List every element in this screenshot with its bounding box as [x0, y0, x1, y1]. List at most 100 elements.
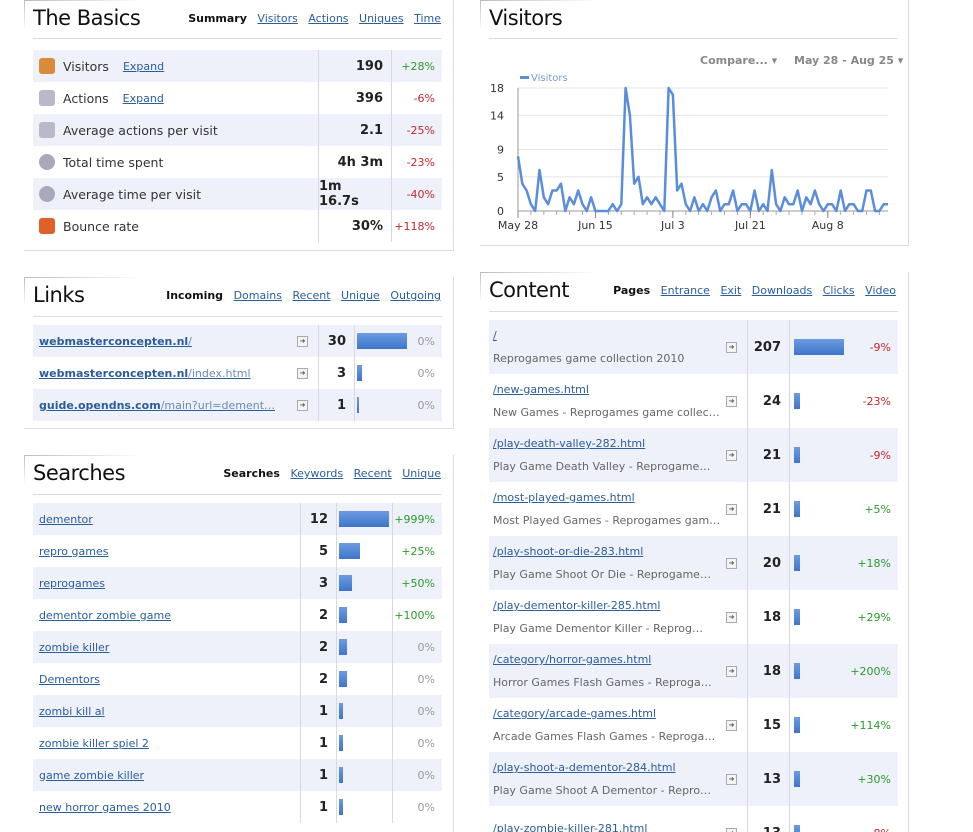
- link-url[interactable]: guide.opendns.com/main?url=dement…: [39, 399, 275, 412]
- tab-domains[interactable]: Domains: [233, 289, 282, 302]
- link-bar-cell: [354, 357, 409, 389]
- tab-summary[interactable]: Summary: [188, 12, 247, 25]
- search-term-cell: repro games: [33, 535, 300, 567]
- expand-link[interactable]: Expand: [122, 91, 164, 105]
- search-term[interactable]: reprogames: [39, 576, 105, 590]
- links-row: guide.opendns.com/main?url=dement… ➜ 1 0%: [33, 389, 442, 421]
- basics-divider: [33, 38, 442, 39]
- open-page-icon[interactable]: ➜: [726, 395, 737, 407]
- open-page-icon[interactable]: ➜: [726, 827, 737, 832]
- content-page-url[interactable]: /category/arcade-games.html: [493, 707, 657, 720]
- x-tick-label: Aug 8: [812, 219, 844, 232]
- content-count: 20: [747, 536, 789, 590]
- content-panel: Content Pages Entrance Exit Downloads Cl…: [480, 272, 909, 832]
- basics-value: 30%: [318, 210, 391, 242]
- open-page-icon[interactable]: ➜: [726, 503, 737, 515]
- y-tick-label: 5: [497, 171, 504, 184]
- content-page-cell: /play-death-valley-282.html Play Game Dea…: [489, 428, 747, 482]
- content-page-url[interactable]: /play-shoot-or-die-283.html: [493, 545, 644, 558]
- content-count: 18: [747, 644, 789, 698]
- tab-downloads[interactable]: Downloads: [751, 284, 813, 297]
- search-term[interactable]: dementor zombie game: [39, 608, 171, 622]
- link-url[interactable]: webmasterconcepten.nl/: [39, 335, 192, 348]
- search-term-cell: game zombie killer: [33, 759, 300, 791]
- y-tick-label: 18: [490, 82, 504, 95]
- tab-outgoing[interactable]: Outgoing: [390, 289, 441, 302]
- tab-keywords[interactable]: Keywords: [290, 467, 344, 480]
- search-term[interactable]: zombie killer spiel 2: [39, 736, 149, 750]
- tab-visitors[interactable]: Visitors: [257, 12, 298, 25]
- tab-recent[interactable]: Recent: [292, 289, 331, 302]
- tab-clicks[interactable]: Clicks: [822, 284, 855, 297]
- tab-video[interactable]: Video: [865, 284, 896, 297]
- expand-link[interactable]: Expand: [122, 59, 165, 73]
- search-change: 0%: [392, 727, 442, 759]
- search-row: reprogames 3 +50%: [33, 567, 442, 599]
- tab-exit[interactable]: Exit: [720, 284, 742, 297]
- content-count-bar: [794, 501, 800, 517]
- link-cell[interactable]: guide.opendns.com/main?url=dement… ➜: [33, 389, 318, 421]
- open-link-icon[interactable]: ➜: [297, 399, 308, 411]
- tab-unique[interactable]: Unique: [341, 289, 380, 302]
- content-bar-cell: [789, 536, 845, 590]
- content-page-url[interactable]: /category/horror-games.html: [493, 653, 652, 666]
- search-term[interactable]: zombi kill al: [39, 704, 105, 718]
- content-bar-cell: [789, 698, 845, 752]
- search-term[interactable]: repro games: [39, 544, 109, 558]
- content-page-url[interactable]: /most-played-games.html: [493, 491, 635, 504]
- tab-entrance[interactable]: Entrance: [660, 284, 710, 297]
- tab-recent[interactable]: Recent: [353, 467, 392, 480]
- basics-change: -40%: [391, 178, 442, 210]
- content-count-bar: [794, 447, 800, 463]
- search-term[interactable]: Dementors: [39, 672, 100, 686]
- basics-change: -23%: [391, 146, 442, 178]
- content-page-url[interactable]: /: [493, 329, 497, 342]
- content-page-url[interactable]: /play-dementor-killer-285.html: [493, 599, 661, 612]
- basics-label-cell: Bounce rate: [33, 210, 318, 242]
- content-page-title: Play Game Dementor Killer - Reprog…: [493, 622, 703, 635]
- open-link-icon[interactable]: ➜: [297, 335, 308, 347]
- content-page-url[interactable]: /play-death-valley-282.html: [493, 437, 646, 450]
- tab-searches[interactable]: Searches: [223, 467, 280, 480]
- open-page-icon[interactable]: ➜: [726, 449, 737, 461]
- tab-incoming[interactable]: Incoming: [166, 289, 224, 302]
- search-row: zombie killer spiel 2 1 0%: [33, 727, 442, 759]
- date-range-dropdown[interactable]: May 28 - Aug 25 ▾: [794, 54, 903, 67]
- content-page-url[interactable]: /play-shoot-a-dementor-284.html: [493, 761, 676, 774]
- tab-unique[interactable]: Unique: [402, 467, 441, 480]
- open-page-icon[interactable]: ➜: [726, 341, 737, 353]
- content-page-info: /category/horror-games.html Horror Games …: [493, 653, 712, 689]
- search-change: +25%: [392, 535, 442, 567]
- link-url[interactable]: webmasterconcepten.nl/index.html: [39, 367, 251, 380]
- link-cell[interactable]: webmasterconcepten.nl/index.html ➜: [33, 357, 318, 389]
- visitors-series-line: [516, 86, 888, 213]
- content-page-cell: / Reprogames game collection 2010 ➜: [489, 320, 747, 374]
- search-term[interactable]: new horror games 2010: [39, 800, 171, 814]
- content-change: -9%: [869, 448, 891, 462]
- content-page-info: /play-death-valley-282.html Play Game Dea…: [493, 437, 710, 473]
- search-term[interactable]: game zombie killer: [39, 768, 145, 782]
- content-page-url[interactable]: /new-games.html: [493, 383, 589, 396]
- content-change: -23%: [862, 394, 891, 408]
- tab-pages[interactable]: Pages: [613, 284, 651, 297]
- search-term[interactable]: zombie killer: [39, 640, 110, 654]
- open-page-icon[interactable]: ➜: [726, 773, 737, 785]
- tab-actions[interactable]: Actions: [308, 12, 349, 25]
- tab-time[interactable]: Time: [414, 12, 441, 25]
- search-term[interactable]: dementor: [39, 512, 93, 526]
- basics-row: Visitors Expand 190 +28%: [33, 50, 442, 82]
- open-page-icon[interactable]: ➜: [726, 719, 737, 731]
- tab-uniques[interactable]: Uniques: [359, 12, 404, 25]
- link-cell[interactable]: webmasterconcepten.nl/ ➜: [33, 325, 318, 357]
- open-page-icon[interactable]: ➜: [726, 665, 737, 677]
- link-change: 0%: [417, 366, 435, 380]
- compare-dropdown[interactable]: Compare... ▾: [700, 54, 777, 67]
- search-bar-cell: [336, 663, 392, 695]
- open-page-icon[interactable]: ➜: [726, 557, 737, 569]
- open-link-icon[interactable]: ➜: [297, 367, 308, 379]
- basics-value: 2.1: [318, 114, 391, 146]
- open-page-icon[interactable]: ➜: [726, 611, 737, 623]
- basics-value: 190: [318, 50, 391, 82]
- content-page-url[interactable]: /play-zombie-killer-281.html: [493, 821, 648, 832]
- basics-label-cell: Actions Expand: [33, 82, 318, 114]
